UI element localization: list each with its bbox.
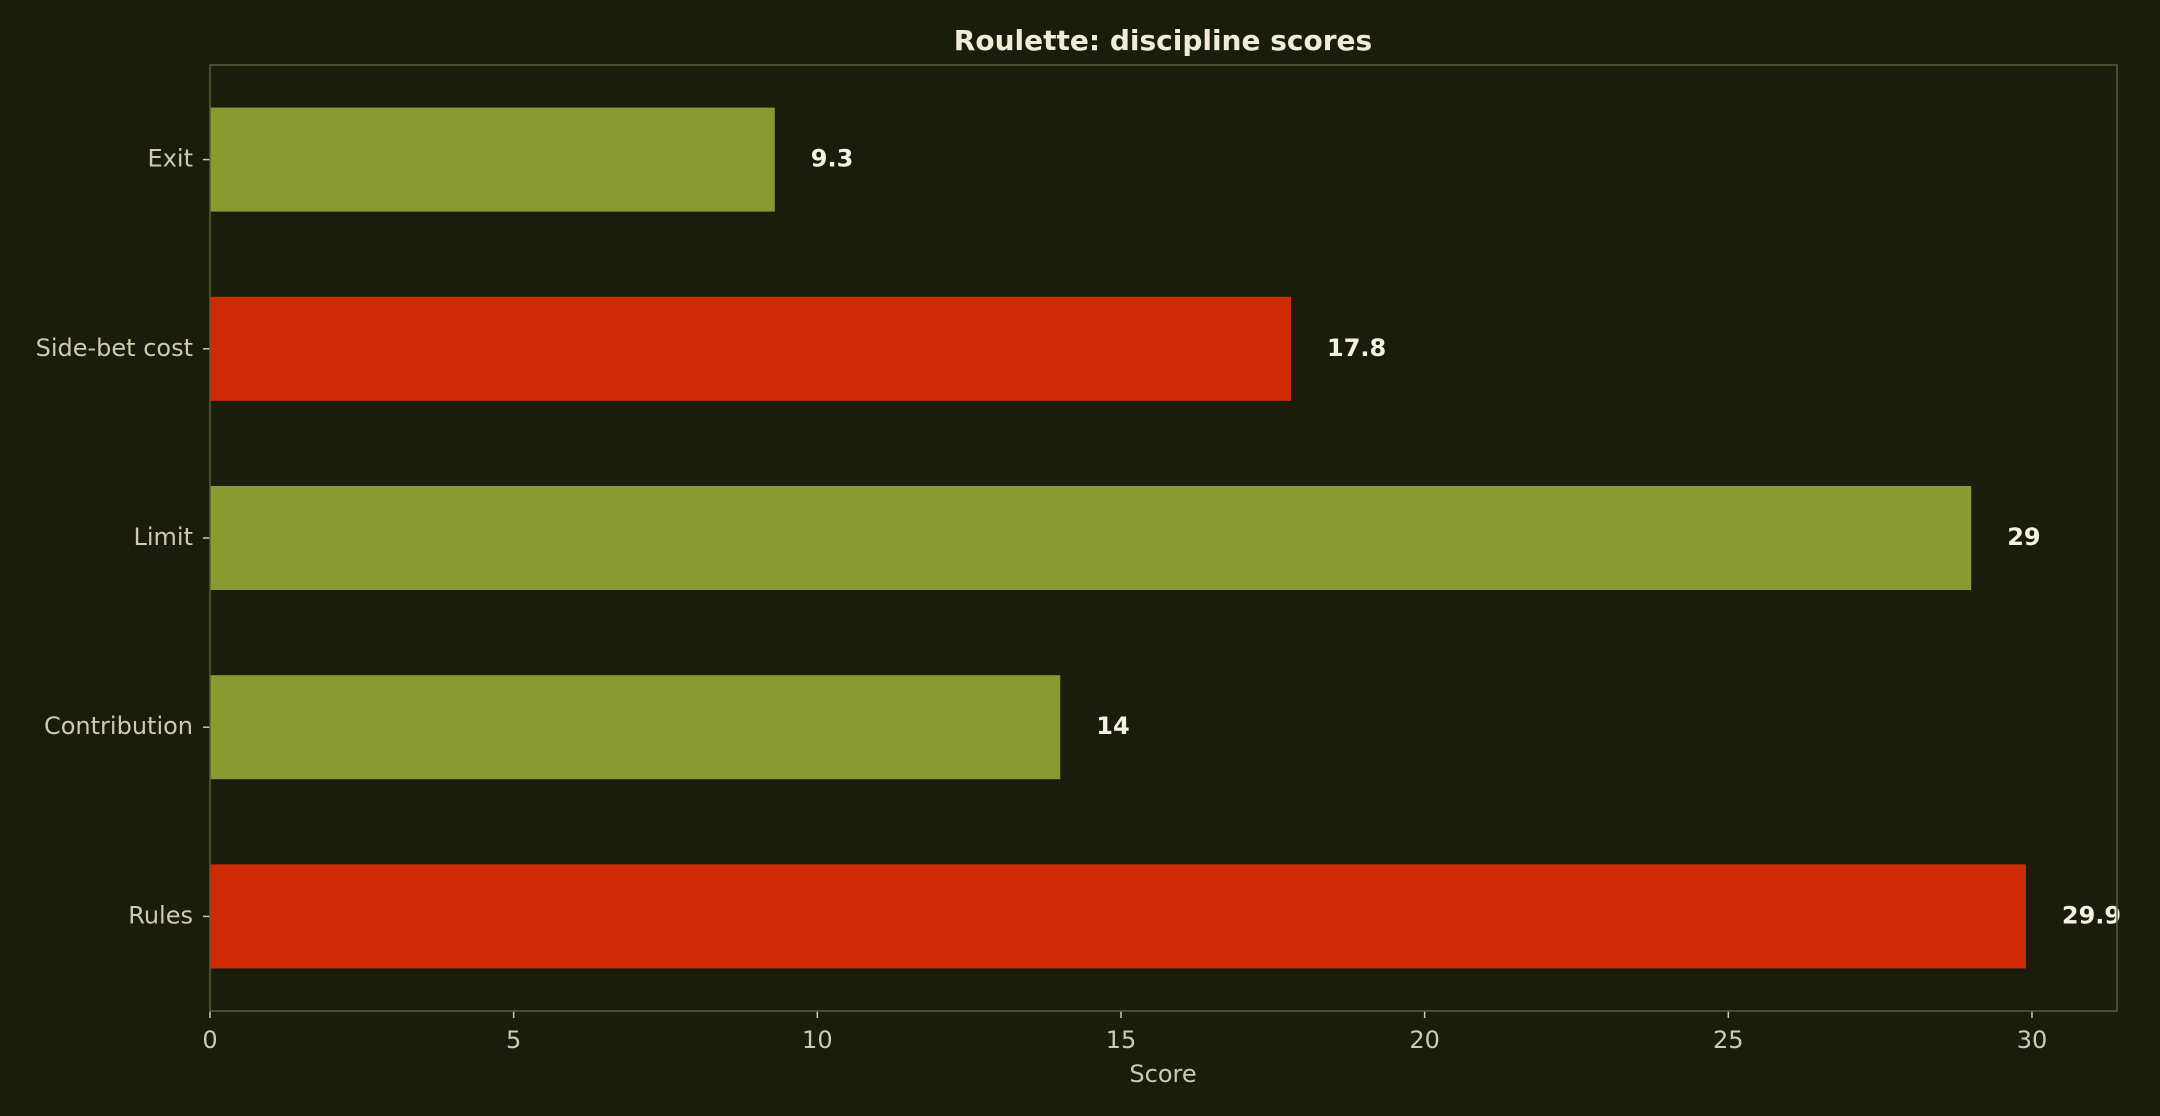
bar-limit <box>210 485 1972 591</box>
x-tick-label: 10 <box>802 1026 833 1054</box>
chart-title: Roulette: discipline scores <box>954 24 1372 57</box>
x-tick-label: 25 <box>1713 1026 1744 1054</box>
x-tick-label: 20 <box>1409 1026 1440 1054</box>
y-tick-label: Rules <box>128 901 193 929</box>
value-label: 17.8 <box>1327 334 1386 362</box>
y-tick-label: Limit <box>134 523 194 551</box>
value-label: 29.9 <box>2062 901 2121 929</box>
x-tick-label: 0 <box>202 1026 217 1054</box>
bar-contribution <box>210 675 1061 780</box>
y-tick-label: Side-bet cost <box>36 334 193 362</box>
x-tick-label: 15 <box>1106 1026 1137 1054</box>
y-tick-label: Contribution <box>44 712 193 740</box>
value-label: 29 <box>2007 523 2040 551</box>
plot-frame <box>209 64 2118 1012</box>
bar-exit <box>210 107 775 212</box>
y-tick-label: Exit <box>148 145 193 173</box>
x-axis-title: Score <box>1129 1060 1196 1088</box>
axes-layer: Exit Side-bet cost Limit Contribution Rules 0… <box>36 145 2048 1054</box>
bar-rules <box>210 864 2026 969</box>
x-tick-label: 30 <box>2017 1026 2048 1054</box>
value-label: 14 <box>1096 712 1129 740</box>
bar-side-bet-cost <box>210 296 1292 401</box>
bars-layer: 9.3 17.8 29 14 29.9 <box>210 107 2121 969</box>
x-tick-label: 5 <box>506 1026 521 1054</box>
value-label: 9.3 <box>811 145 854 173</box>
